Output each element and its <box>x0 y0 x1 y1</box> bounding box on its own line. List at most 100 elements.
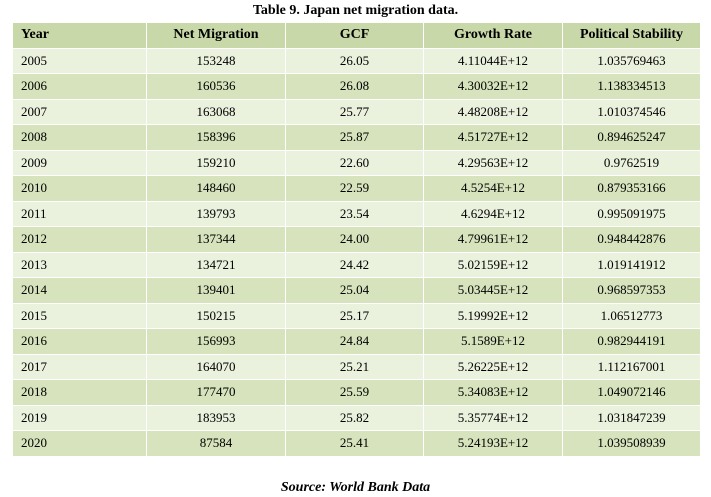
cell-political-stability: 0.9762519 <box>562 149 701 176</box>
cell-year: 2016 <box>12 328 147 355</box>
cell-year: 2017 <box>12 353 147 380</box>
table-row: 2009 159210 22.60 4.29563E+12 0.9762519 <box>12 149 701 176</box>
cell-growth-rate: 4.79961E+12 <box>423 226 563 253</box>
cell-gcf: 25.87 <box>285 124 424 151</box>
cell-net-migration: 158396 <box>146 124 286 151</box>
cell-gcf: 25.04 <box>285 277 424 304</box>
cell-net-migration: 139401 <box>146 277 286 304</box>
table-row: 2019 183953 25.82 5.35774E+12 1.031847239 <box>12 404 701 431</box>
table-row: 2013 134721 24.42 5.02159E+12 1.019141912 <box>12 251 701 278</box>
column-header-year: Year <box>12 22 147 49</box>
cell-political-stability: 1.010374546 <box>562 98 701 125</box>
cell-year: 2008 <box>12 124 147 151</box>
cell-growth-rate: 5.35774E+12 <box>423 404 563 431</box>
cell-political-stability: 1.112167001 <box>562 353 701 380</box>
cell-net-migration: 163068 <box>146 98 286 125</box>
cell-year: 2015 <box>12 302 147 329</box>
cell-year: 2010 <box>12 175 147 202</box>
cell-year: 2005 <box>12 47 147 74</box>
cell-net-migration: 183953 <box>146 404 286 431</box>
cell-growth-rate: 5.03445E+12 <box>423 277 563 304</box>
cell-year: 2019 <box>12 404 147 431</box>
source-note: Source: World Bank Data <box>280 480 431 495</box>
table-row: 2015 150215 25.17 5.19992E+12 1.06512773 <box>12 302 701 329</box>
cell-year: 2020 <box>12 430 147 457</box>
cell-gcf: 25.41 <box>285 430 424 457</box>
cell-year: 2013 <box>12 251 147 278</box>
cell-growth-rate: 5.02159E+12 <box>423 251 563 278</box>
cell-growth-rate: 5.34083E+12 <box>423 379 563 406</box>
cell-growth-rate: 5.26225E+12 <box>423 353 563 380</box>
cell-political-stability: 0.982944191 <box>562 328 701 355</box>
cell-net-migration: 148460 <box>146 175 286 202</box>
cell-year: 2012 <box>12 226 147 253</box>
table-row: 2006 160536 26.08 4.30032E+12 1.138334513 <box>12 73 701 100</box>
cell-gcf: 24.84 <box>285 328 424 355</box>
table-row: 2011 139793 23.54 4.6294E+12 0.995091975 <box>12 200 701 227</box>
cell-net-migration: 137344 <box>146 226 286 253</box>
cell-year: 2009 <box>12 149 147 176</box>
cell-gcf: 24.00 <box>285 226 424 253</box>
cell-growth-rate: 4.6294E+12 <box>423 200 563 227</box>
table-body: 2005 153248 26.05 4.11044E+12 1.035769463 200… <box>12 47 701 457</box>
cell-political-stability: 1.138334513 <box>562 73 701 100</box>
cell-gcf: 22.59 <box>285 175 424 202</box>
cell-year: 2006 <box>12 73 147 100</box>
cell-growth-rate: 4.51727E+12 <box>423 124 563 151</box>
cell-net-migration: 150215 <box>146 302 286 329</box>
cell-net-migration: 87584 <box>146 430 286 457</box>
table-row: 2005 153248 26.05 4.11044E+12 1.035769463 <box>12 47 701 74</box>
cell-net-migration: 156993 <box>146 328 286 355</box>
cell-gcf: 25.82 <box>285 404 424 431</box>
cell-net-migration: 160536 <box>146 73 286 100</box>
cell-net-migration: 159210 <box>146 149 286 176</box>
table-row: 2016 156993 24.84 5.1589E+12 0.982944191 <box>12 328 701 355</box>
table-row: 2017 164070 25.21 5.26225E+12 1.112167001 <box>12 353 701 380</box>
cell-gcf: 22.60 <box>285 149 424 176</box>
cell-net-migration: 164070 <box>146 353 286 380</box>
cell-gcf: 23.54 <box>285 200 424 227</box>
cell-growth-rate: 5.24193E+12 <box>423 430 563 457</box>
cell-gcf: 25.21 <box>285 353 424 380</box>
column-header-growth-rate: Growth Rate <box>423 22 563 49</box>
cell-gcf: 24.42 <box>285 251 424 278</box>
table-row: 2008 158396 25.87 4.51727E+12 0.894625247 <box>12 124 701 151</box>
cell-political-stability: 0.894625247 <box>562 124 701 151</box>
cell-year: 2011 <box>12 200 147 227</box>
table-row: 2020 87584 25.41 5.24193E+12 1.039508939 <box>12 430 701 457</box>
cell-political-stability: 1.031847239 <box>562 404 701 431</box>
cell-political-stability: 1.049072146 <box>562 379 701 406</box>
cell-political-stability: 1.019141912 <box>562 251 701 278</box>
cell-net-migration: 177470 <box>146 379 286 406</box>
cell-growth-rate: 4.5254E+12 <box>423 175 563 202</box>
cell-gcf: 25.17 <box>285 302 424 329</box>
cell-year: 2018 <box>12 379 147 406</box>
cell-year: 2014 <box>12 277 147 304</box>
table-row: 2010 148460 22.59 4.5254E+12 0.879353166 <box>12 175 701 202</box>
column-header-net-migration: Net Migration <box>146 22 286 49</box>
cell-growth-rate: 4.29563E+12 <box>423 149 563 176</box>
table-header-row: Year Net Migration GCF Growth Rate Polit… <box>12 22 701 49</box>
cell-growth-rate: 5.1589E+12 <box>423 328 563 355</box>
cell-growth-rate: 4.48208E+12 <box>423 98 563 125</box>
cell-net-migration: 153248 <box>146 47 286 74</box>
cell-political-stability: 1.06512773 <box>562 302 701 329</box>
cell-gcf: 25.77 <box>285 98 424 125</box>
cell-gcf: 26.08 <box>285 73 424 100</box>
table-row: 2007 163068 25.77 4.48208E+12 1.010374546 <box>12 98 701 125</box>
cell-gcf: 26.05 <box>285 47 424 74</box>
table-row: 2014 139401 25.04 5.03445E+12 0.968597353 <box>12 277 701 304</box>
cell-political-stability: 1.035769463 <box>562 47 701 74</box>
cell-political-stability: 0.879353166 <box>562 175 701 202</box>
cell-growth-rate: 4.11044E+12 <box>423 47 563 74</box>
cell-political-stability: 0.968597353 <box>562 277 701 304</box>
cell-political-stability: 0.948442876 <box>562 226 701 253</box>
cell-net-migration: 139793 <box>146 200 286 227</box>
table-row: 2018 177470 25.59 5.34083E+12 1.049072146 <box>12 379 701 406</box>
column-header-political-stability: Political Stability <box>562 22 701 49</box>
table-row: 2012 137344 24.00 4.79961E+12 0.948442876 <box>12 226 701 253</box>
table-caption: Table 9. Japan net migration data. <box>252 3 459 18</box>
cell-net-migration: 134721 <box>146 251 286 278</box>
cell-gcf: 25.59 <box>285 379 424 406</box>
cell-growth-rate: 4.30032E+12 <box>423 73 563 100</box>
